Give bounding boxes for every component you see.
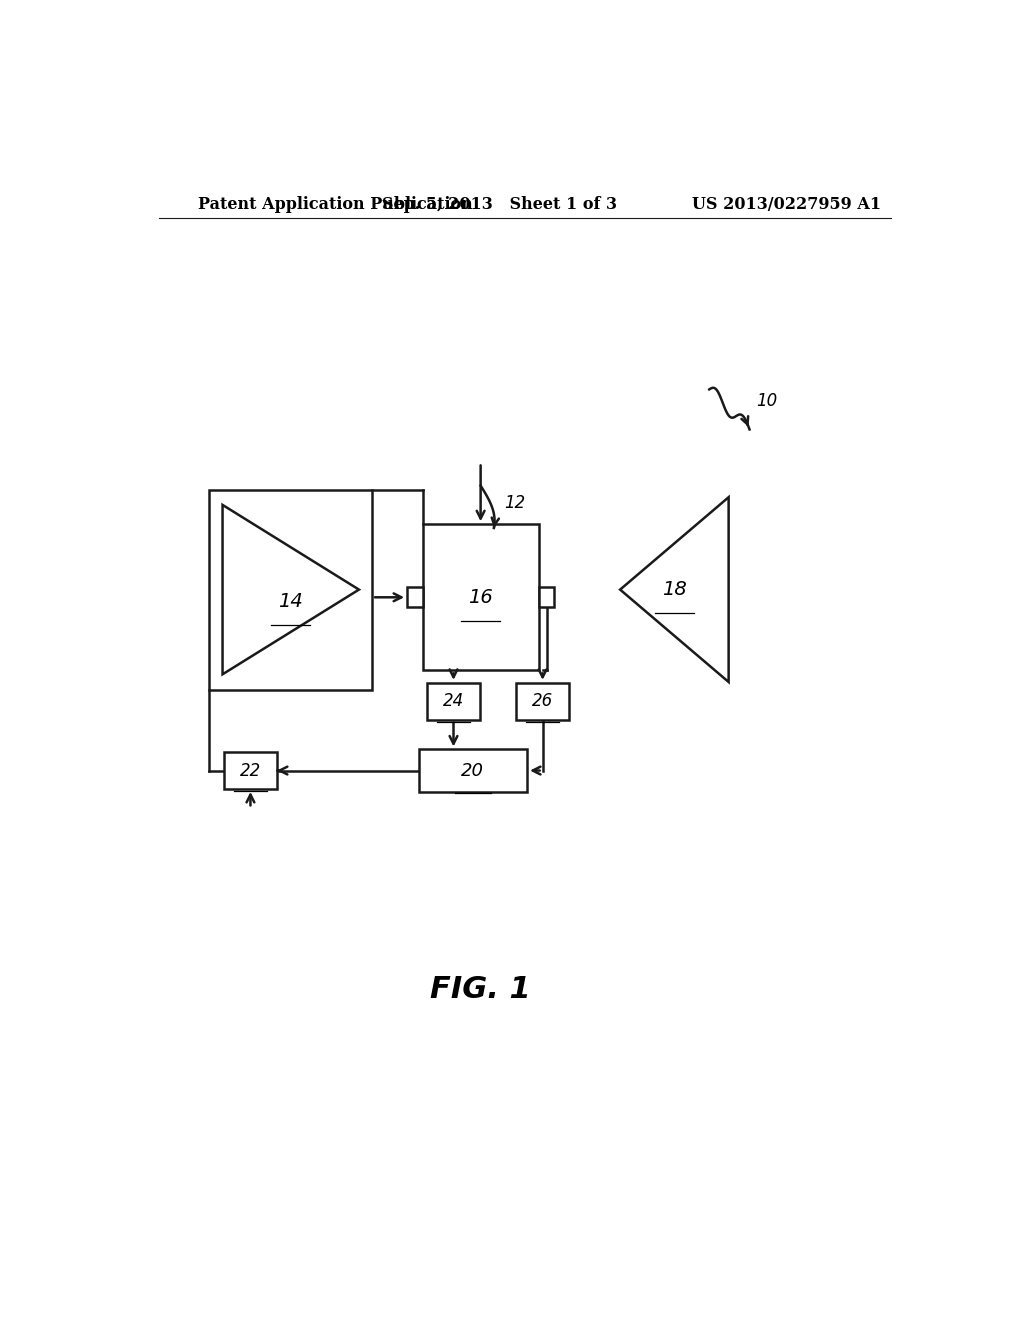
Bar xyxy=(423,524,539,671)
Bar xyxy=(209,490,372,689)
Text: 18: 18 xyxy=(662,579,687,599)
Bar xyxy=(539,587,554,607)
Polygon shape xyxy=(621,498,729,682)
Text: 20: 20 xyxy=(462,762,484,780)
Text: 16: 16 xyxy=(468,587,493,607)
Polygon shape xyxy=(222,506,359,675)
Bar xyxy=(224,752,276,789)
Bar xyxy=(427,682,480,719)
Bar xyxy=(516,682,569,719)
Text: 24: 24 xyxy=(442,692,464,710)
Bar xyxy=(419,750,527,792)
Text: Sep. 5, 2013   Sheet 1 of 3: Sep. 5, 2013 Sheet 1 of 3 xyxy=(383,197,617,213)
Bar xyxy=(407,587,423,607)
Text: 10: 10 xyxy=(756,392,777,411)
Text: 12: 12 xyxy=(504,495,525,512)
Text: US 2013/0227959 A1: US 2013/0227959 A1 xyxy=(692,197,882,213)
Text: 22: 22 xyxy=(240,762,261,780)
Text: 14: 14 xyxy=(279,591,303,611)
Text: FIG. 1: FIG. 1 xyxy=(430,975,531,1005)
Text: Patent Application Publication: Patent Application Publication xyxy=(198,197,472,213)
Text: 26: 26 xyxy=(532,692,553,710)
